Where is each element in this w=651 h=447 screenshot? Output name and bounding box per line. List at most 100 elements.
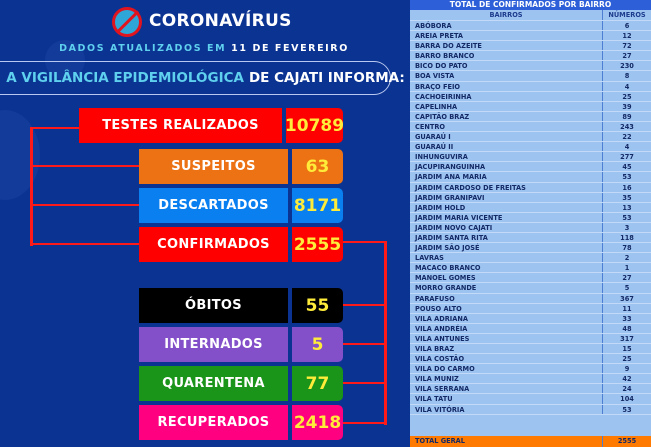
bairro-count: 1: [624, 264, 630, 273]
bairro-name: GUARAÚ I: [410, 132, 603, 142]
bairro-name: BARRA DO AZEITE: [410, 41, 603, 51]
table-row: VILA VITÓRIA 53: [410, 404, 651, 415]
table-row: GUARAÚ I 22: [410, 132, 651, 143]
bairro-count: 12: [622, 32, 632, 41]
bairro-name: BARRO BRANCO: [410, 51, 603, 61]
bairro-name: BICO DO PATO: [410, 61, 603, 71]
connector-line: [343, 241, 385, 243]
bairro-count: 118: [620, 233, 634, 242]
bairro-count: 89: [622, 112, 632, 121]
bairro-count: 6: [624, 22, 630, 30]
bairro-count: 8: [624, 72, 630, 81]
connector-line: [343, 343, 385, 345]
bairro-count: 230: [620, 62, 634, 71]
table-row: ABÓBORA 6: [410, 21, 651, 32]
bairro-name: LAVRAS: [410, 253, 603, 263]
connector-line: [30, 127, 79, 129]
bairro-count: 35: [622, 193, 632, 202]
virus-decoration: [0, 110, 40, 200]
bairro-name: VILA VITÓRIA: [410, 404, 603, 414]
bairro-name: VILA SERRANA: [410, 384, 603, 394]
table-row: PARAFUSO 367: [410, 293, 651, 304]
bairro-count: 13: [622, 203, 632, 212]
table-title: TOTAL DE CONFIRMADOS POR BAIRRO: [410, 0, 651, 10]
table-row: JARDIM GRANIPAVI 35: [410, 192, 651, 203]
bairro-name: BOA VISTA: [410, 71, 603, 81]
connector-line: [384, 241, 387, 425]
bairro-name: JARDIM MARIA VICENTE: [410, 212, 603, 222]
bairro-count: 367: [620, 294, 634, 303]
stat-value-obitos: 55: [292, 288, 343, 323]
bairro-count: 25: [622, 355, 632, 364]
bairro-count: 9: [624, 365, 630, 374]
banner-highlight: A VIGILÂNCIA EPIDEMIOLÓGICA: [6, 70, 244, 86]
table-row: VILA COSTÃO 25: [410, 354, 651, 365]
updated-date-value: 11 DE FEVEREIRO: [231, 43, 349, 54]
table-row: BICO DO PATO 230: [410, 61, 651, 72]
bairro-name: JARDIM GRANIPAVI: [410, 192, 603, 202]
bairro-name: VILA BRAZ: [410, 344, 603, 354]
stat-value-internados: 5: [292, 327, 343, 362]
bairro-name: BRAÇO FEIO: [410, 81, 603, 91]
bairro-count: 11: [622, 304, 632, 313]
stat-value-suspeitos: 63: [292, 149, 343, 184]
stat-value-descartados: 8171: [292, 188, 343, 223]
bairro-name: CAPITÃO BRAZ: [410, 111, 603, 121]
connector-line: [343, 382, 385, 384]
bairro-name: CAPELINHA: [410, 101, 603, 111]
table-row: MORRO GRANDE 5: [410, 283, 651, 294]
bairro-name: PARAFUSO: [410, 293, 603, 303]
bairro-count: 104: [620, 395, 634, 404]
bairro-name: JARDIM NOVO CAJATI: [410, 222, 603, 232]
connector-line: [30, 165, 139, 167]
stat-label-descartados: DESCARTADOS: [139, 188, 288, 223]
infographic-panel: CORONAVÍRUS DADOS ATUALIZADOS EM 11 DE F…: [0, 0, 410, 447]
updated-date: DADOS ATUALIZADOS EM 11 DE FEVEREIRO: [0, 43, 408, 54]
total-row: TOTAL GERAL 2555: [410, 436, 651, 447]
table-row: VILA BRAZ 15: [410, 344, 651, 355]
connector-line: [30, 127, 33, 246]
bairro-count: 39: [622, 102, 632, 111]
table-row: GUARAÚ II 4: [410, 142, 651, 153]
bairro-name: POUSO ALTO: [410, 303, 603, 313]
bairro-count: 27: [622, 52, 632, 61]
stat-label-suspeitos: SUSPEITOS: [139, 149, 288, 184]
table-row: AREIA PRETA 12: [410, 31, 651, 42]
total-label: TOTAL GERAL: [410, 436, 603, 447]
bairro-name: INHUNGUVIRA: [410, 152, 603, 162]
info-banner: A VIGILÂNCIA EPIDEMIOLÓGICA DE CAJATI INF…: [0, 61, 405, 95]
table-row: JARDIM SÃO JOSÉ 78: [410, 243, 651, 254]
connector-line: [30, 243, 139, 245]
bairro-count: 16: [622, 183, 632, 192]
bairro-count: 42: [622, 375, 632, 384]
bairro-count: 15: [622, 345, 632, 353]
bairro-name: JARDIM SANTA RITA: [410, 232, 603, 243]
bairro-name: VILA ANTUNES: [410, 333, 603, 343]
stat-value-quarentena: 77: [292, 366, 343, 401]
total-value: 2555: [617, 437, 637, 445]
bairro-name: VILA COSTÃO: [410, 354, 603, 364]
bairro-name: CACHOEIRINHA: [410, 91, 603, 101]
bairro-count: 24: [622, 385, 632, 394]
bairro-name: JARDIM ANA MARIA: [410, 172, 603, 182]
table-row: MACACO BRANCO 1: [410, 263, 651, 274]
bairro-name: VILA ANDRÉIA: [410, 323, 603, 333]
bairro-count: 277: [620, 153, 634, 162]
bairro-count: 27: [622, 274, 632, 283]
bairro-name: MACACO BRANCO: [410, 263, 603, 273]
stat-value-testes-realizados: 10789: [285, 108, 344, 143]
bairro-name: JARDIM HOLD: [410, 202, 603, 212]
no-virus-icon: [112, 7, 142, 37]
bairro-name: MANOEL GOMES: [410, 273, 603, 283]
table-row: BARRA DO AZEITE 72: [410, 41, 651, 52]
table-row: VILA ANDRÉIA 48: [410, 323, 651, 334]
table-row: CACHOEIRINHA 25: [410, 91, 651, 102]
bairro-count: 4: [624, 143, 630, 152]
stat-label-internados: INTERNADOS: [139, 327, 288, 362]
stat-value-confirmados: 2555: [292, 227, 343, 262]
table-row: JACUPIRANGUINHA 45: [410, 162, 651, 173]
bairro-name: MORRO GRANDE: [410, 283, 603, 293]
table-row: JARDIM MARIA VICENTE 53: [410, 212, 651, 223]
bairro-count: 243: [620, 122, 634, 131]
table-row: LAVRAS 2: [410, 253, 651, 264]
